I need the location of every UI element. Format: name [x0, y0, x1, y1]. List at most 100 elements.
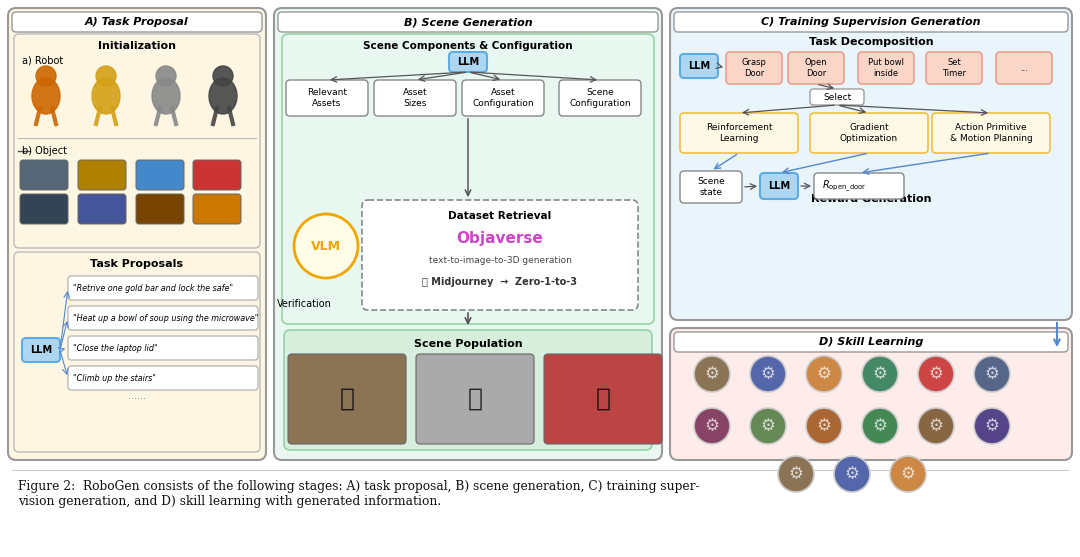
Text: "Close the laptop lid": "Close the laptop lid" — [73, 344, 158, 353]
Text: Scene Population: Scene Population — [414, 339, 523, 349]
Text: Grasp
Door: Grasp Door — [742, 58, 767, 77]
FancyBboxPatch shape — [462, 80, 544, 116]
FancyBboxPatch shape — [193, 160, 241, 190]
Text: Asset
Configuration: Asset Configuration — [472, 89, 534, 108]
Circle shape — [890, 456, 926, 492]
Text: ⚙: ⚙ — [760, 417, 775, 435]
Circle shape — [806, 408, 842, 444]
FancyBboxPatch shape — [193, 194, 241, 224]
FancyBboxPatch shape — [680, 54, 718, 78]
Ellipse shape — [32, 78, 60, 114]
Text: LLM: LLM — [30, 345, 52, 355]
Circle shape — [778, 456, 814, 492]
Text: 🤖: 🤖 — [468, 387, 483, 411]
Text: Asset
Sizes: Asset Sizes — [403, 89, 428, 108]
Text: ⚙: ⚙ — [929, 365, 944, 383]
FancyBboxPatch shape — [544, 354, 662, 444]
FancyBboxPatch shape — [810, 89, 864, 105]
FancyBboxPatch shape — [68, 276, 258, 300]
FancyBboxPatch shape — [12, 12, 262, 32]
Text: ⚙: ⚙ — [760, 365, 775, 383]
Circle shape — [156, 66, 176, 86]
Text: Gradient
Optimization: Gradient Optimization — [840, 123, 899, 143]
FancyBboxPatch shape — [670, 8, 1072, 320]
FancyBboxPatch shape — [559, 80, 642, 116]
Text: ⚙: ⚙ — [901, 465, 916, 483]
Text: LLM: LLM — [457, 57, 480, 67]
Text: Task Decomposition: Task Decomposition — [809, 37, 933, 47]
Text: 🤖: 🤖 — [339, 387, 354, 411]
Text: Figure 2:  RoboGen consists of the following stages: A) task proposal, B) scene : Figure 2: RoboGen consists of the follow… — [18, 480, 700, 508]
Circle shape — [694, 408, 730, 444]
FancyBboxPatch shape — [14, 34, 260, 248]
Text: Scene Components & Configuration: Scene Components & Configuration — [363, 41, 572, 51]
Text: "Retrive one gold bar and lock the safe": "Retrive one gold bar and lock the safe" — [73, 284, 233, 292]
FancyBboxPatch shape — [680, 113, 798, 153]
Text: A) Task Proposal: A) Task Proposal — [85, 17, 189, 27]
FancyBboxPatch shape — [760, 173, 798, 199]
Circle shape — [918, 408, 954, 444]
Text: $R_{\mathrm{open\_door}}$: $R_{\mathrm{open\_door}}$ — [822, 178, 867, 194]
FancyBboxPatch shape — [449, 52, 487, 72]
Text: VLM: VLM — [311, 240, 341, 252]
FancyBboxPatch shape — [726, 52, 782, 84]
FancyBboxPatch shape — [674, 12, 1068, 32]
Circle shape — [806, 356, 842, 392]
Text: ⚙: ⚙ — [873, 417, 888, 435]
Text: ⚙: ⚙ — [816, 365, 832, 383]
FancyBboxPatch shape — [674, 332, 1068, 352]
FancyBboxPatch shape — [288, 354, 406, 444]
FancyBboxPatch shape — [286, 80, 368, 116]
Circle shape — [694, 356, 730, 392]
FancyBboxPatch shape — [136, 194, 184, 224]
FancyBboxPatch shape — [14, 252, 260, 452]
FancyBboxPatch shape — [932, 113, 1050, 153]
Text: Dataset Retrieval: Dataset Retrieval — [448, 211, 552, 221]
Circle shape — [96, 66, 116, 86]
Text: ⚙: ⚙ — [816, 417, 832, 435]
Text: text-to-image-to-3D generation: text-to-image-to-3D generation — [429, 256, 571, 265]
Text: ⚙: ⚙ — [704, 417, 719, 435]
FancyBboxPatch shape — [810, 113, 928, 153]
FancyBboxPatch shape — [814, 173, 904, 199]
Text: ⚙: ⚙ — [873, 365, 888, 383]
FancyBboxPatch shape — [78, 194, 126, 224]
FancyBboxPatch shape — [68, 366, 258, 390]
Text: 🤖: 🤖 — [595, 387, 610, 411]
FancyBboxPatch shape — [78, 160, 126, 190]
FancyBboxPatch shape — [670, 328, 1072, 460]
Text: Objaverse: Objaverse — [457, 231, 543, 246]
Text: "Climb up the stairs": "Climb up the stairs" — [73, 374, 156, 383]
Circle shape — [974, 408, 1010, 444]
Circle shape — [918, 356, 954, 392]
FancyBboxPatch shape — [680, 171, 742, 203]
Circle shape — [213, 66, 233, 86]
Text: Select: Select — [823, 92, 851, 101]
Text: Relevant
Assets: Relevant Assets — [307, 89, 347, 108]
Text: ⚙: ⚙ — [929, 417, 944, 435]
FancyBboxPatch shape — [136, 160, 184, 190]
Text: LLM: LLM — [768, 181, 791, 191]
Text: Reward Generation: Reward Generation — [811, 194, 931, 204]
Circle shape — [834, 456, 870, 492]
Text: ...: ... — [1021, 63, 1028, 72]
Circle shape — [974, 356, 1010, 392]
Text: Scene
state: Scene state — [697, 177, 725, 197]
Text: D) Skill Learning: D) Skill Learning — [819, 337, 923, 347]
Text: ⚙: ⚙ — [985, 417, 999, 435]
Text: ⚙: ⚙ — [704, 365, 719, 383]
Circle shape — [862, 408, 897, 444]
Text: Scene
Configuration: Scene Configuration — [569, 89, 631, 108]
Text: Reinforcement
Learning: Reinforcement Learning — [705, 123, 772, 143]
Ellipse shape — [210, 78, 237, 114]
Text: a) Robot: a) Robot — [22, 55, 64, 65]
Text: ⚙: ⚙ — [845, 465, 860, 483]
FancyBboxPatch shape — [284, 330, 652, 450]
Text: B) Scene Generation: B) Scene Generation — [404, 17, 532, 27]
FancyBboxPatch shape — [274, 8, 662, 460]
Text: ......: ...... — [129, 391, 146, 401]
FancyBboxPatch shape — [22, 338, 60, 362]
FancyBboxPatch shape — [278, 12, 658, 32]
FancyBboxPatch shape — [416, 354, 534, 444]
Text: C) Training Supervision Generation: C) Training Supervision Generation — [761, 17, 981, 27]
